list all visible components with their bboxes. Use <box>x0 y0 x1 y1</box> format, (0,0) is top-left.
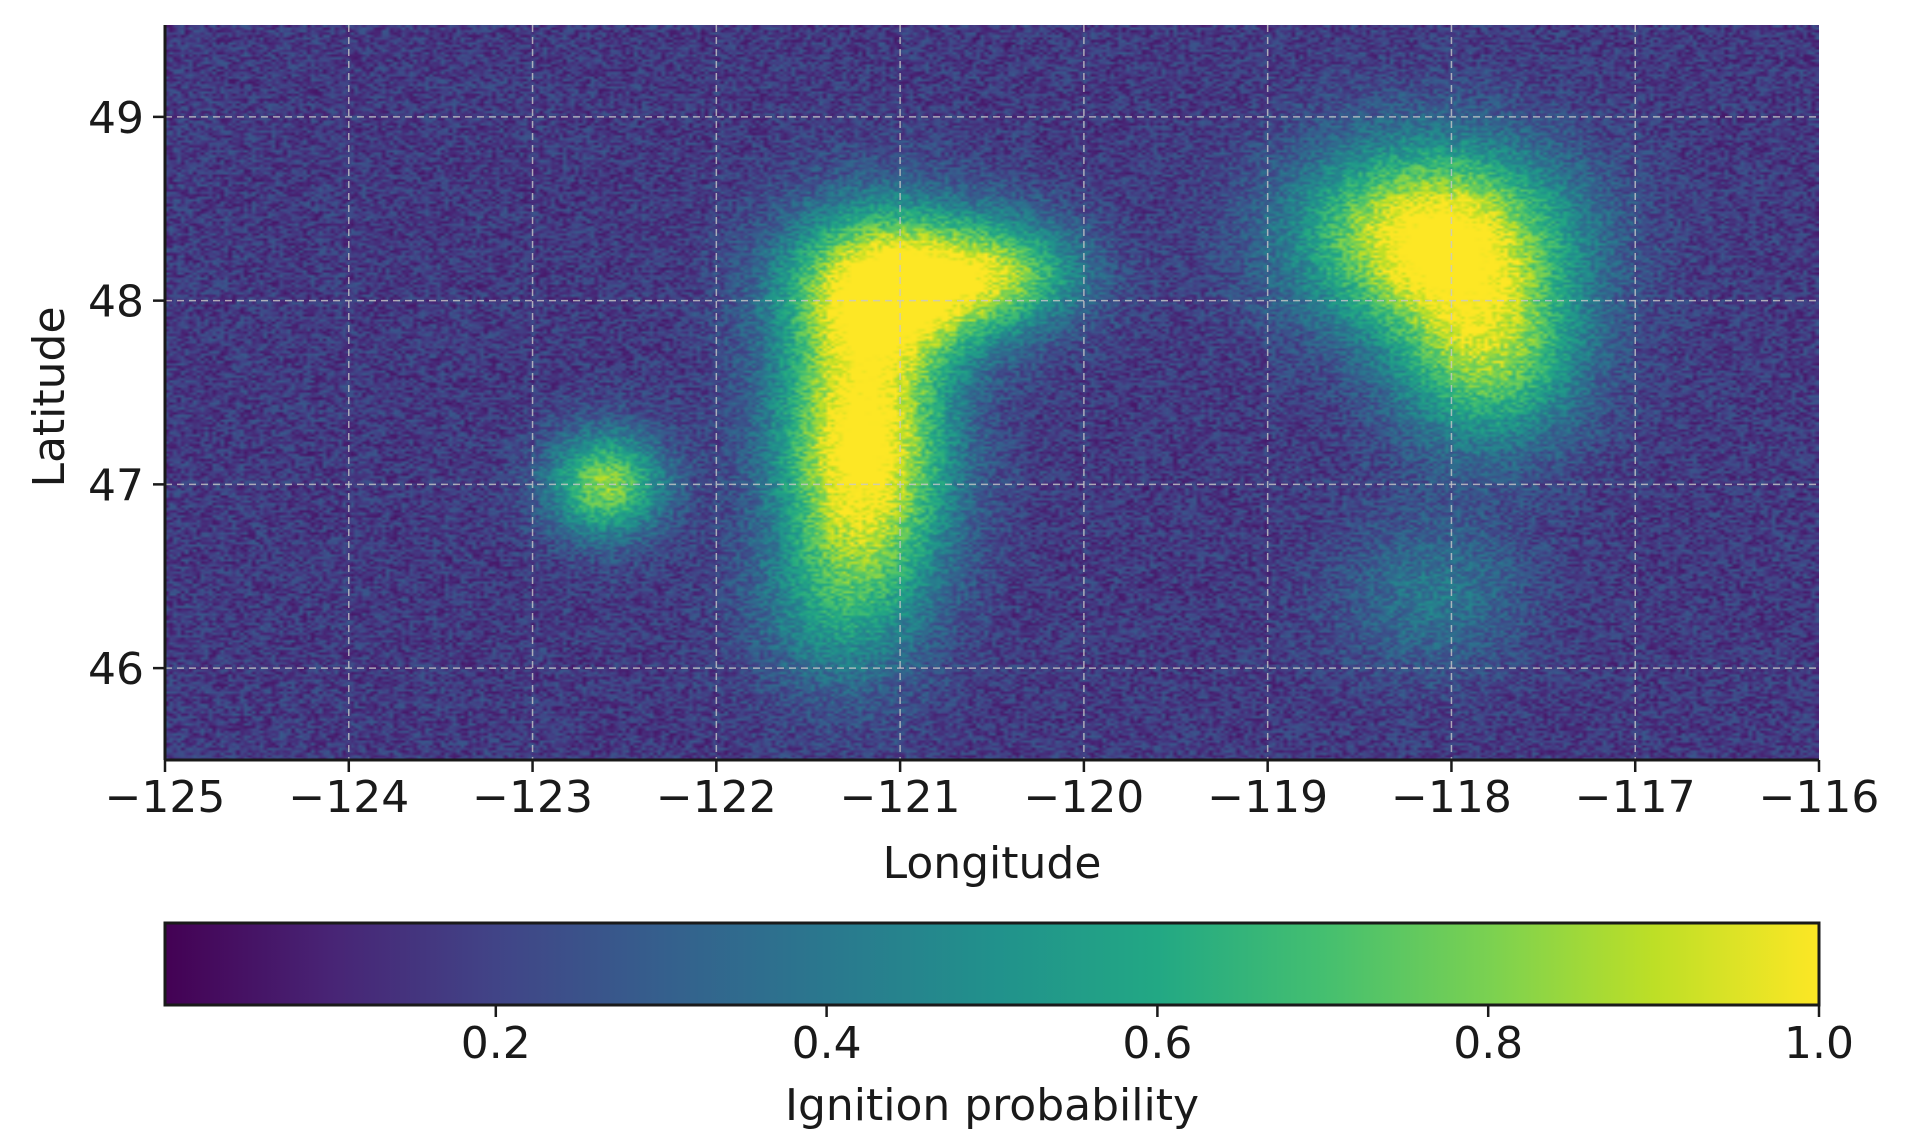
colorbar-ticks: 0.2 0.4 0.6 0.8 1.0 <box>461 1005 1854 1069</box>
x-tick-label: −116 <box>1759 772 1880 823</box>
y-tick-label: 46 <box>88 644 144 695</box>
y-axis-ticks: 46 47 48 49 <box>88 93 165 695</box>
y-tick-label: 49 <box>88 93 144 144</box>
y-axis-label: Latitude <box>24 306 75 487</box>
colorbar-tick-label: 0.4 <box>792 1018 862 1069</box>
x-tick-label: −122 <box>656 772 777 823</box>
heatmap-cells <box>165 25 1819 760</box>
colorbar-tick-label: 0.2 <box>461 1018 531 1069</box>
x-tick-label: −117 <box>1575 772 1696 823</box>
x-axis-ticks: −125 −124 −123 −122 −121 −120 −119 −118 −117 −116 <box>105 760 1880 823</box>
colorbar-frame <box>163 921 1821 1007</box>
heatmap-raster <box>165 25 1819 760</box>
y-tick-label: 47 <box>88 460 144 511</box>
x-tick-label: −125 <box>105 772 226 823</box>
x-tick-label: −120 <box>1023 772 1144 823</box>
x-tick-label: −123 <box>472 772 593 823</box>
grid-lines <box>165 25 1819 760</box>
x-tick-label: −118 <box>1391 772 1512 823</box>
colorbar-gradient <box>165 923 1819 1005</box>
colorbar-tick-label: 0.6 <box>1122 1018 1192 1069</box>
x-tick-label: −119 <box>1207 772 1328 823</box>
colorbar-tick-label: 0.8 <box>1453 1018 1523 1069</box>
x-tick-label: −121 <box>840 772 961 823</box>
colorbar-label: Ignition probability <box>785 1080 1199 1131</box>
x-tick-label: −124 <box>288 772 409 823</box>
x-axis-label: Longitude <box>883 838 1102 889</box>
y-tick-label: 48 <box>88 277 144 328</box>
colorbar-tick-label: 1.0 <box>1784 1018 1854 1069</box>
